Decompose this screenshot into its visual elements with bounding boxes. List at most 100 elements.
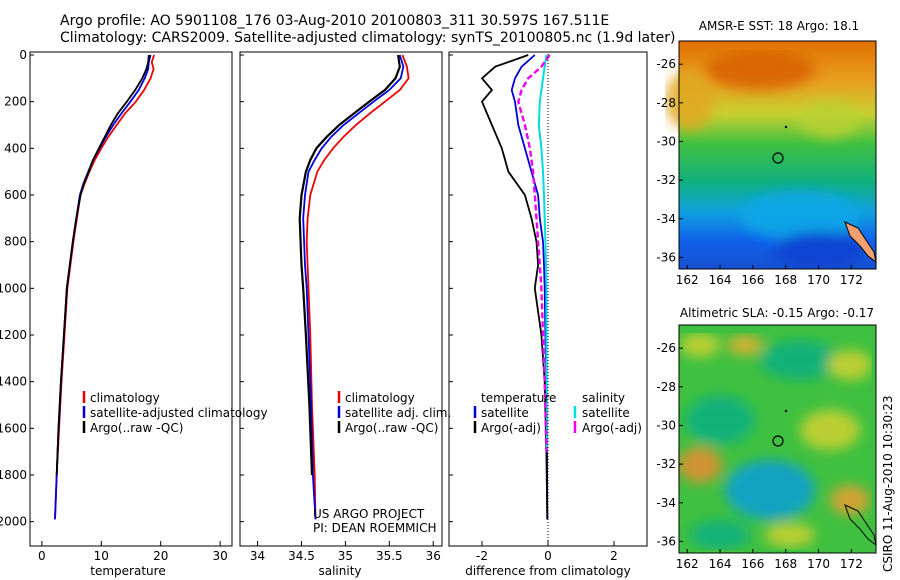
sla-map [678,324,877,554]
map-lat-tick-label: -26 [656,341,676,355]
difference-plot: -2 0 2 [449,54,618,563]
legend-label-sal-satellite: satellite [582,406,630,420]
legend-label-satellite: satellite-adjusted climatology [90,406,268,420]
series-line-salinity-argo-adj- [517,54,551,452]
x-tick-label: 36 [426,549,441,563]
legend-label-argo: Argo(..raw -QC) [90,421,183,435]
salinity-xlabel: salinity [318,564,361,578]
depth-tick-label: 1400 [0,375,27,389]
title-line-2: Climatology: CARS2009. Satellite-adjuste… [60,30,675,46]
depth-tick-label: 200 [4,95,27,109]
legend-label-climatology: climatology [345,391,415,405]
map-lon-tick-label: 168 [774,557,797,571]
map-lat-tick-label: -32 [656,173,676,187]
map-lon-tick-label: 170 [807,557,830,571]
x-tick-label: 2 [610,549,618,563]
legend-label-satellite: satellite adj. clim. [345,406,451,420]
depth-tick-label: 1600 [0,421,27,435]
map-lon-tick-label: 168 [774,273,797,287]
profile-location-marker [772,152,784,164]
x-tick-label: 30 [212,549,227,563]
sla-high-patch [800,410,860,450]
difference-panel [448,51,648,547]
sst-cool-patch [740,190,860,240]
temperature-plot: 0 10 20 30 [30,54,228,563]
sst-warm-patch [800,102,860,138]
map-lat-tick-label: -26 [656,57,676,71]
project-name: US ARGO PROJECT [313,507,425,521]
difference-xlabel: difference from climatology [465,564,631,578]
map-lon-tick-label: 170 [807,273,830,287]
salinity-panel [239,51,443,547]
salinity-legend: climatology satellite adj. clim. Argo(..… [337,391,451,435]
map-lat-tick-label: -30 [656,134,676,148]
x-tick-label: 35.5 [376,549,403,563]
series-line-argo-raw-qc- [55,54,150,476]
sla-high-patch [828,350,872,380]
sla-high-patch [678,447,722,483]
map-lon-tick-label: 166 [741,273,764,287]
salinity-plot: 34 34.5 35 35.5 36 [240,54,441,563]
map-lon-tick-label: 166 [741,557,764,571]
sla-high-patch [765,523,815,547]
x-tick-label: 10 [94,549,109,563]
reef-dot [784,409,788,413]
depth-tick-label: 400 [4,141,27,155]
sst-cold-patch [775,232,865,268]
reef-dot [784,125,788,129]
depth-tick-label: 600 [4,188,27,202]
x-tick-label: -2 [476,549,488,563]
temperature-xlabel: temperature [90,564,165,578]
map-lon-tick-label: 162 [676,273,699,287]
series-line-satellite-adj-clim- [302,54,405,520]
temperature-panel [29,51,233,547]
sla-high-patch [680,333,720,357]
sla-map-axes: 162 164 166 168 170 172 -26 -28 -30 -32 -34 -36 [656,341,862,571]
map-lat-tick-label: -36 [656,250,676,264]
depth-tick-label: 1800 [0,468,27,482]
coastline [844,221,877,264]
series-line-climatology [305,54,410,520]
project-pi: PI: DEAN ROEMMICH [313,521,436,535]
sst-map [665,40,877,270]
sst-warm-patch [705,50,815,90]
x-tick-label: 35 [338,549,353,563]
map-lat-tick-label: -32 [656,457,676,471]
sla-high-patch [830,485,870,515]
map-lon-tick-label: 172 [840,273,863,287]
side-stamp: CSIRO 11-Aug-2010 10:30:23 [881,396,895,572]
x-tick-label: 34 [250,549,265,563]
map-lon-tick-label: 164 [709,557,732,571]
map-lon-tick-label: 172 [840,557,863,571]
depth-tick-label: 2000 [0,515,27,529]
depth-tick-label: 0 [19,48,27,62]
depth-tick-label: 1000 [0,281,27,295]
temperature-legend: climatology satellite-adjusted climatolo… [82,391,268,435]
depth-tick-label: 1200 [0,328,27,342]
legend-label-climatology: climatology [90,391,160,405]
sla-low-patch [685,395,755,445]
sla-map-title: Altimetric SLA: -0.15 Argo: -0.17 [680,306,874,320]
profile-location-marker [772,435,784,447]
map-lon-tick-label: 162 [676,557,699,571]
legend-label-temp-argo: Argo(-adj) [481,421,541,435]
legend-group-title-temperature: temperature [481,391,556,405]
map-lat-tick-label: -28 [656,380,676,394]
sla-high-patch [727,335,763,355]
series-line-argo-raw-qc- [298,54,401,476]
map-lat-tick-label: -34 [656,212,676,226]
map-lon-tick-label: 164 [709,273,732,287]
depth-tick-label: 800 [4,235,27,249]
sst-warm-patch [665,70,715,130]
difference-legend: temperature satellite Argo(-adj) salinit… [473,391,642,435]
x-tick-label: 20 [153,549,168,563]
depth-axis: 0 200 400 600 800 1000 1200 1400 1600 1800 2000 [0,48,27,529]
x-tick-label: 0 [38,549,46,563]
title-line-1: Argo profile: AO 5901108_176 03-Aug-2010… [60,13,609,29]
sst-map-axes: 162 164 166 168 170 172 -26 -28 -30 -32 -34 -36 [656,57,862,287]
legend-group-title-salinity: salinity [582,391,625,405]
map-lat-tick-label: -34 [656,496,676,510]
map-lat-tick-label: -30 [656,418,676,432]
map-lat-tick-label: -28 [656,96,676,110]
